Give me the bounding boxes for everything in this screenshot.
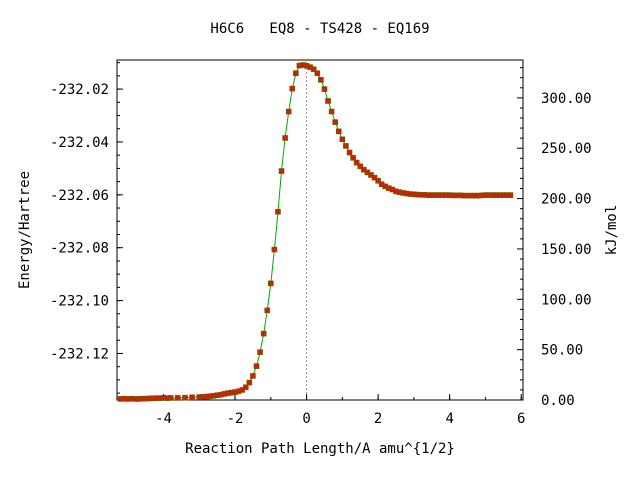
x-tick-label: 0: [302, 411, 310, 427]
y2-tick-label: 0.00: [541, 393, 575, 409]
left-axis-ticks: -232.02 -232.04 -232.06 -232.08 -232.10 -232.…: [50, 62, 123, 394]
data-point: [260, 330, 267, 337]
y-tick-label: -232.12: [50, 346, 109, 362]
data-point: [314, 70, 321, 77]
data-point: [182, 394, 188, 401]
right-axis-ticks: 300.00 250.00 200.00 150.00 100.00 50.00 0.00: [517, 67, 592, 409]
data-point: [275, 208, 281, 215]
data-point: [293, 70, 299, 77]
x-tick-label: 2: [374, 411, 382, 427]
y2-tick-label: 100.00: [541, 292, 592, 308]
data-point: [507, 192, 514, 198]
y-tick-label: -232.08: [50, 241, 109, 257]
data-point: [357, 163, 364, 170]
data-point: [335, 128, 342, 135]
chart-title: H6C6 EQ8 - TS428 - EQ169: [210, 21, 429, 37]
data-point: [339, 136, 346, 143]
data-point: [264, 307, 271, 314]
data-point: [167, 395, 174, 401]
data-point: [353, 159, 360, 166]
data-point: [328, 108, 335, 115]
data-point: [343, 143, 349, 149]
y2-axis-label: kJ/mol: [604, 205, 620, 256]
data-point: [321, 86, 328, 92]
y-tick-label: -232.02: [50, 82, 109, 98]
data-point: [371, 174, 378, 181]
series-line: [120, 64, 511, 400]
plot-frame: [116, 59, 524, 401]
data-point: [189, 394, 195, 401]
data-point: [332, 119, 339, 125]
series-group: [117, 62, 514, 402]
data-point: [285, 108, 292, 115]
y-tick-label: -232.04: [50, 135, 109, 151]
data-point: [271, 246, 278, 253]
x-tick-label: 4: [445, 411, 453, 427]
data-point: [346, 149, 353, 156]
data-point: [257, 349, 263, 355]
data-point: [268, 280, 274, 287]
data-point: [253, 363, 260, 369]
data-point: [242, 384, 249, 391]
y-tick-label: -232.06: [50, 188, 109, 204]
data-point: [246, 379, 253, 386]
x-axis-label: Reaction Path Length/A amu^{1/2}: [185, 441, 455, 457]
data-point: [310, 66, 317, 73]
data-point: [250, 373, 256, 379]
data-point: [282, 135, 288, 141]
y-tick-label: -232.10: [50, 294, 109, 310]
y2-tick-label: 200.00: [541, 192, 592, 208]
y-axis-label: Energy/Hartree: [17, 171, 33, 289]
data-point: [175, 395, 181, 401]
x-tick-label: -4: [155, 411, 172, 427]
data-point: [350, 155, 356, 161]
y2-tick-label: 300.00: [541, 91, 592, 107]
data-point: [318, 77, 324, 83]
x-tick-label: 6: [517, 411, 525, 427]
y2-tick-label: 250.00: [541, 141, 592, 157]
data-point: [289, 85, 296, 92]
y2-tick-label: 150.00: [541, 242, 592, 258]
data-point: [375, 178, 381, 184]
data-point: [325, 98, 331, 104]
x-tick-label: -2: [227, 411, 244, 427]
data-point: [278, 168, 285, 174]
y2-tick-label: 50.00: [541, 343, 583, 359]
x-axis-ticks: -4 -2 0 2 4 6: [127, 394, 525, 427]
